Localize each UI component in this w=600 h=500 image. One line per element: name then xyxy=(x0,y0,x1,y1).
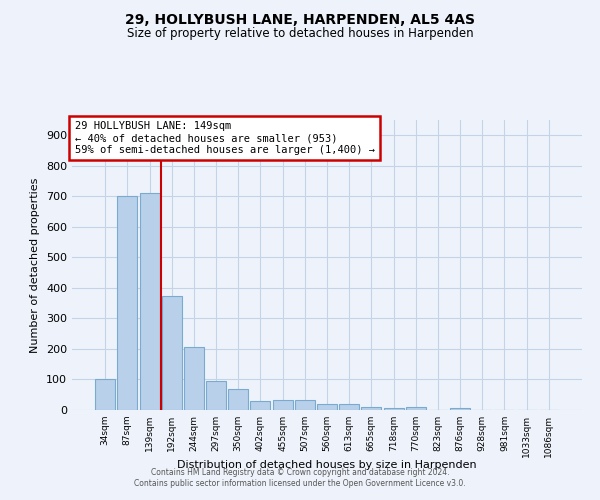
Bar xyxy=(317,404,337,410)
Bar xyxy=(339,404,359,410)
Bar xyxy=(140,194,160,410)
Bar xyxy=(295,400,315,410)
Bar xyxy=(184,348,204,410)
Bar xyxy=(361,407,382,410)
Bar xyxy=(250,401,271,410)
Bar xyxy=(450,408,470,410)
Bar xyxy=(162,296,182,410)
Y-axis label: Number of detached properties: Number of detached properties xyxy=(31,178,40,352)
Text: 29, HOLLYBUSH LANE, HARPENDEN, AL5 4AS: 29, HOLLYBUSH LANE, HARPENDEN, AL5 4AS xyxy=(125,12,475,26)
Text: Distribution of detached houses by size in Harpenden: Distribution of detached houses by size … xyxy=(177,460,477,470)
Bar xyxy=(95,380,115,410)
Bar xyxy=(383,408,404,410)
Bar xyxy=(272,400,293,410)
Bar xyxy=(206,381,226,410)
Bar xyxy=(228,388,248,410)
Text: Contains HM Land Registry data © Crown copyright and database right 2024.
Contai: Contains HM Land Registry data © Crown c… xyxy=(134,468,466,487)
Bar xyxy=(406,407,426,410)
Bar xyxy=(118,196,137,410)
Text: 29 HOLLYBUSH LANE: 149sqm
← 40% of detached houses are smaller (953)
59% of semi: 29 HOLLYBUSH LANE: 149sqm ← 40% of detac… xyxy=(74,122,374,154)
Text: Size of property relative to detached houses in Harpenden: Size of property relative to detached ho… xyxy=(127,28,473,40)
